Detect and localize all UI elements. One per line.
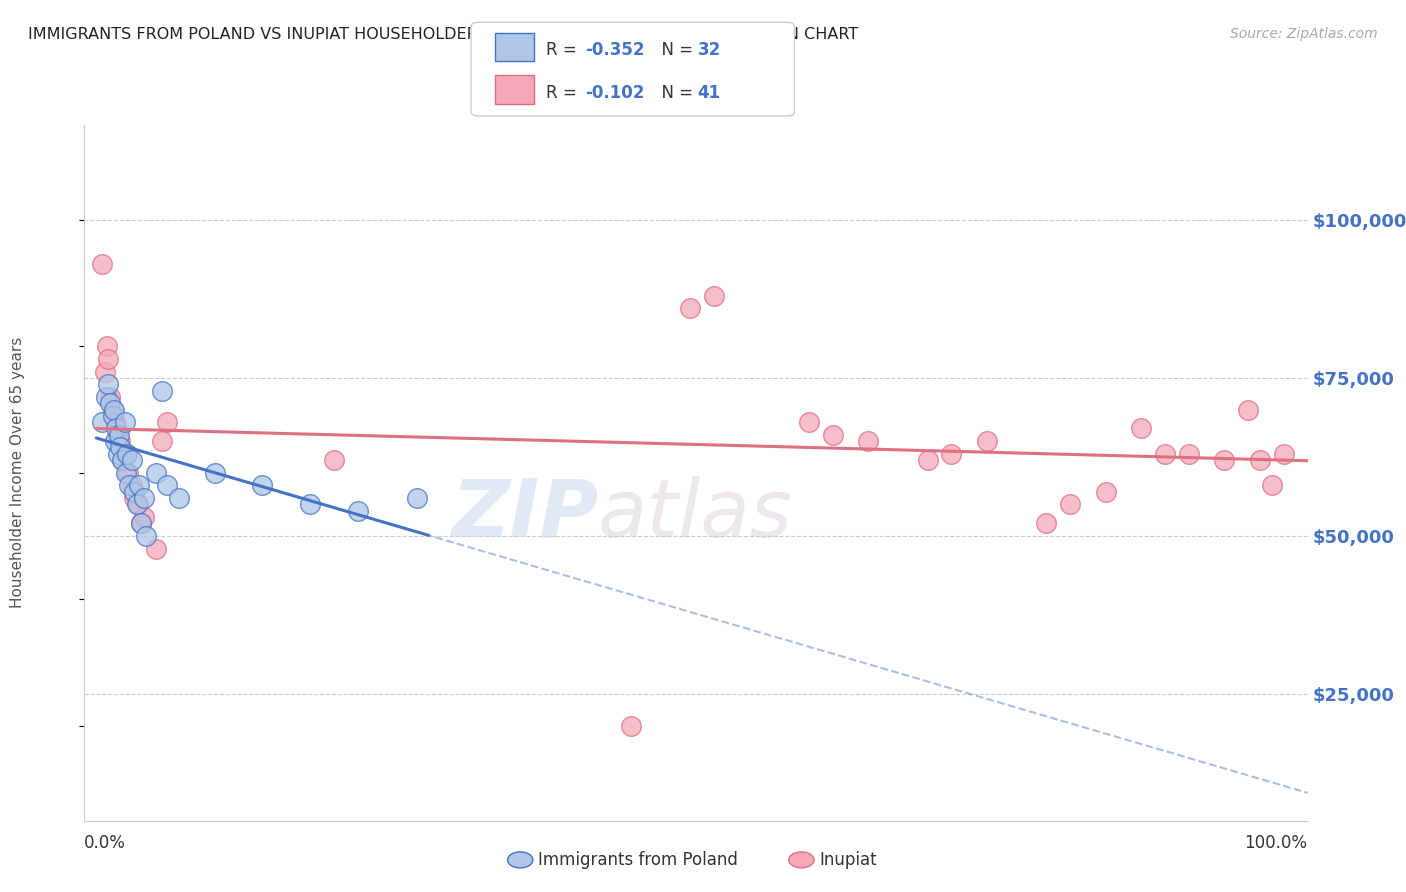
Point <box>111 453 134 467</box>
Point <box>107 427 129 442</box>
Point <box>101 409 124 423</box>
Text: Householder Income Over 65 years: Householder Income Over 65 years <box>10 337 24 608</box>
Text: Source: ZipAtlas.com: Source: ZipAtlas.com <box>1230 27 1378 41</box>
Point <box>703 288 725 302</box>
Point <box>114 415 136 429</box>
Text: 0.0%: 0.0% <box>84 834 127 852</box>
Point <box>132 491 155 505</box>
Point <box>100 390 122 404</box>
Point <box>150 384 173 398</box>
Point <box>122 491 145 505</box>
Text: 32: 32 <box>697 42 721 60</box>
Text: IMMIGRANTS FROM POLAND VS INUPIAT HOUSEHOLDER INCOME OVER 65 YEARS CORRELATION C: IMMIGRANTS FROM POLAND VS INUPIAT HOUSEH… <box>28 27 859 42</box>
Point <box>122 484 145 499</box>
Point <box>115 466 138 480</box>
Point <box>406 491 429 505</box>
Point <box>156 478 179 492</box>
Point <box>1261 478 1284 492</box>
Point <box>1213 453 1236 467</box>
Point <box>103 402 125 417</box>
Point <box>679 301 702 316</box>
Point <box>117 466 139 480</box>
Point <box>128 478 150 492</box>
Point <box>204 466 226 480</box>
Point <box>91 257 114 271</box>
Text: ZIP: ZIP <box>451 475 598 554</box>
Text: 41: 41 <box>697 84 720 102</box>
Point <box>145 466 167 480</box>
Point <box>115 447 138 461</box>
Point <box>150 434 173 449</box>
Point <box>1094 484 1116 499</box>
Text: -0.102: -0.102 <box>585 84 644 102</box>
Text: R =: R = <box>546 42 582 60</box>
Point <box>111 453 134 467</box>
Point <box>298 497 321 511</box>
Point <box>1059 497 1081 511</box>
Point <box>105 421 128 435</box>
Point <box>121 478 143 492</box>
Point <box>94 390 117 404</box>
Point <box>101 402 124 417</box>
Point <box>1154 447 1177 461</box>
Point <box>97 351 120 366</box>
Point <box>1130 421 1153 435</box>
Point <box>104 415 127 429</box>
Point <box>121 453 143 467</box>
Point <box>620 719 643 733</box>
Text: Inupiat: Inupiat <box>820 851 877 869</box>
Point <box>125 497 148 511</box>
Text: -0.352: -0.352 <box>585 42 644 60</box>
Point <box>169 491 191 505</box>
Text: atlas: atlas <box>598 475 793 554</box>
Point <box>797 415 820 429</box>
Point <box>1178 447 1201 461</box>
Point <box>107 427 129 442</box>
Point <box>976 434 998 449</box>
Point <box>1237 402 1260 417</box>
Point <box>135 529 157 543</box>
Text: N =: N = <box>651 42 699 60</box>
Point <box>156 415 179 429</box>
Point <box>96 339 118 353</box>
Text: Immigrants from Poland: Immigrants from Poland <box>538 851 738 869</box>
Text: N =: N = <box>651 84 699 102</box>
Point <box>100 396 122 410</box>
Point <box>346 504 368 518</box>
Point <box>1272 447 1295 461</box>
Point <box>108 441 131 455</box>
Point <box>132 510 155 524</box>
Point <box>252 478 274 492</box>
Point <box>941 447 963 461</box>
Text: 100.0%: 100.0% <box>1244 834 1308 852</box>
Point <box>108 434 131 449</box>
Point <box>131 516 153 531</box>
Point <box>856 434 879 449</box>
Point <box>322 453 344 467</box>
Point <box>917 453 939 467</box>
Point <box>1035 516 1057 531</box>
Point <box>91 415 114 429</box>
Point <box>1249 453 1271 467</box>
Point <box>104 434 127 449</box>
Point <box>93 365 115 379</box>
Point <box>131 516 153 531</box>
Point <box>118 478 141 492</box>
Point <box>145 541 167 556</box>
Point <box>107 447 129 461</box>
Text: R =: R = <box>546 84 582 102</box>
Point <box>127 497 149 511</box>
Point <box>821 427 844 442</box>
Point <box>97 377 120 392</box>
Point <box>115 447 138 461</box>
